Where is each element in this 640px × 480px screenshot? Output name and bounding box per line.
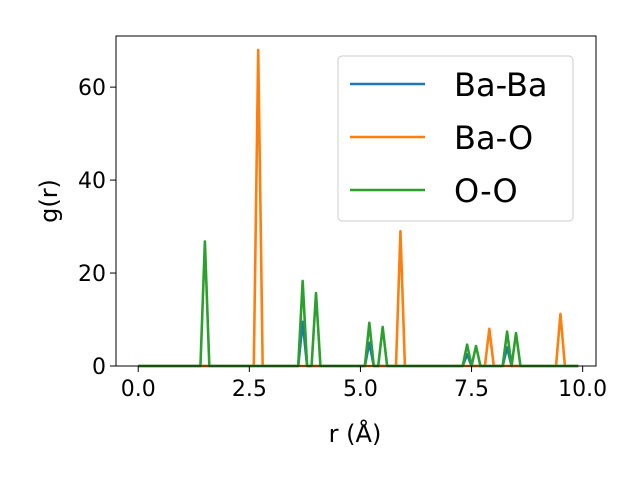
y-tick-label: 40 [78,169,106,194]
x-tick-label: 7.5 [454,377,489,402]
legend-label-ba-o: Ba-O [454,119,533,157]
legend-label-o-o: O-O [454,172,518,210]
y-axis-ticks: 0 20 40 60 [78,76,116,380]
x-tick-label: 10.0 [558,377,607,402]
series-line-o-o [138,240,579,368]
x-axis-ticks: 0.0 2.5 5.0 7.5 10.0 [121,366,607,402]
x-tick-label: 0.0 [121,377,156,402]
legend: Ba-Ba Ba-O O-O [337,55,574,222]
y-tick-label: 60 [78,76,106,101]
y-axis-label: g(r) [35,179,63,223]
x-tick-label: 2.5 [232,377,267,402]
legend-label-ba-ba: Ba-Ba [454,66,548,104]
y-tick-label: 0 [92,355,106,380]
x-tick-label: 5.0 [343,377,378,402]
legend-box [337,55,574,222]
y-tick-label: 20 [78,262,106,287]
x-axis-label: r (Å) [329,419,382,448]
plot-frame [115,35,597,367]
